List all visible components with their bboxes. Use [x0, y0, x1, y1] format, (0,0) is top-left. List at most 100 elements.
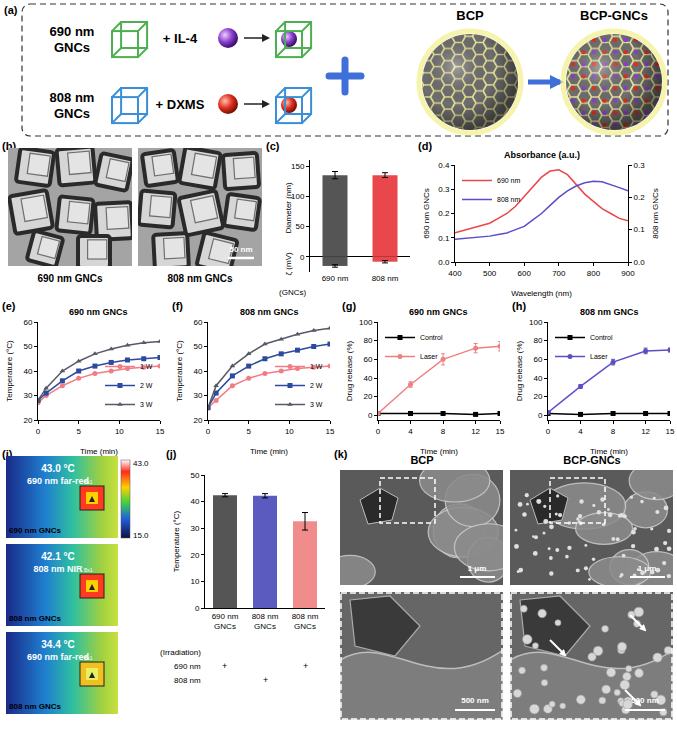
svg-text:Absorbance (a.u.): Absorbance (a.u.): [504, 150, 580, 160]
svg-text:808 nm GNCs: 808 nm GNCs: [240, 307, 299, 317]
svg-text:Laser: Laser: [590, 353, 608, 360]
svg-text:1 μm: 1 μm: [638, 564, 657, 573]
svg-text:900: 900: [621, 269, 635, 278]
svg-text:690 nm: 690 nm: [174, 662, 201, 671]
svg-text:8: 8: [611, 427, 616, 436]
svg-text:690 nm GNCs: 690 nm GNCs: [69, 307, 128, 317]
svg-text:50: 50: [295, 222, 304, 231]
svg-text:(g): (g): [342, 300, 356, 312]
svg-text:60: 60: [533, 355, 542, 364]
svg-text:808 nm: 808 nm: [372, 274, 399, 283]
svg-text:808 nm: 808 nm: [497, 196, 521, 203]
svg-text:0.2: 0.2: [438, 209, 450, 218]
svg-text:1 W: 1 W: [310, 363, 323, 370]
svg-text:40: 40: [23, 367, 32, 376]
svg-text:1 μm: 1 μm: [468, 564, 487, 573]
svg-text:50 nm: 50 nm: [229, 245, 252, 254]
svg-text:800: 800: [587, 269, 601, 278]
svg-text:Bx1: Bx1: [84, 655, 93, 661]
svg-text:2 W: 2 W: [310, 382, 323, 389]
svg-text:500 nm: 500 nm: [631, 696, 659, 705]
svg-text:60: 60: [363, 355, 372, 364]
svg-text:+: +: [303, 661, 308, 671]
svg-text:690 nm GNCs: 690 nm GNCs: [9, 526, 62, 535]
svg-text:5: 5: [76, 427, 81, 436]
svg-text:20: 20: [23, 416, 32, 425]
svg-text:10: 10: [115, 427, 124, 436]
svg-text:12: 12: [471, 427, 480, 436]
svg-text:Time (min): Time (min): [420, 447, 458, 456]
svg-text:0.3: 0.3: [438, 185, 450, 194]
svg-text:80: 80: [363, 336, 372, 345]
svg-text:0.0: 0.0: [438, 258, 450, 267]
svg-text:0: 0: [376, 427, 381, 436]
svg-text:(i): (i): [2, 448, 13, 460]
svg-text:15: 15: [326, 427, 335, 436]
svg-text:(Irradiation): (Irradiation): [160, 648, 201, 657]
svg-text:43.0 °C: 43.0 °C: [41, 463, 74, 474]
svg-text:+ DXMS: + DXMS: [156, 97, 205, 112]
svg-text:0: 0: [538, 411, 543, 420]
svg-text:4: 4: [408, 427, 413, 436]
svg-text:BCP-GNCs: BCP-GNCs: [580, 8, 648, 23]
svg-text:808 nmGNCs: 808 nmGNCs: [292, 612, 319, 631]
svg-text:Temperature (°C): Temperature (°C): [172, 510, 181, 572]
svg-text:30: 30: [193, 391, 202, 400]
svg-text:(j): (j): [166, 448, 177, 460]
svg-text:80: 80: [533, 336, 542, 345]
svg-text:43.0: 43.0: [133, 459, 149, 468]
svg-text:0: 0: [36, 427, 41, 436]
svg-text:Time (min): Time (min): [590, 447, 628, 456]
svg-text:(h): (h): [512, 300, 526, 312]
svg-text:10: 10: [285, 427, 294, 436]
svg-text:40: 40: [190, 497, 199, 506]
svg-text:808 nm GNCs: 808 nm GNCs: [167, 273, 232, 284]
svg-text:808 nm NIR: 808 nm NIR: [33, 564, 83, 574]
svg-text:808 nm GNCs: 808 nm GNCs: [651, 188, 660, 239]
svg-text:(c): (c): [266, 140, 280, 152]
svg-text:30: 30: [23, 391, 32, 400]
svg-text:808 nm GNCs: 808 nm GNCs: [9, 614, 62, 623]
svg-text:(e): (e): [2, 300, 16, 312]
svg-text:(a): (a): [4, 4, 18, 16]
svg-text:700: 700: [552, 269, 566, 278]
svg-text:808 nmGNCs: 808 nmGNCs: [252, 612, 279, 631]
svg-text:Control: Control: [420, 334, 443, 341]
svg-text:5: 5: [246, 427, 251, 436]
svg-text:690 nm GNCs: 690 nm GNCs: [37, 273, 102, 284]
svg-text:690 nm GNCs: 690 nm GNCs: [409, 307, 468, 317]
svg-text:+: +: [263, 675, 268, 685]
svg-text:Control: Control: [590, 334, 613, 341]
svg-text:808 nm: 808 nm: [174, 676, 201, 685]
svg-text:2 W: 2 W: [140, 382, 153, 389]
svg-text:60: 60: [193, 318, 202, 327]
svg-text:20: 20: [363, 392, 372, 401]
svg-text:Temperature (°C): Temperature (°C): [5, 340, 14, 402]
svg-text:BCP-GNCs: BCP-GNCs: [563, 454, 620, 466]
svg-text:690 nm: 690 nm: [50, 24, 95, 39]
svg-text:Laser: Laser: [420, 353, 438, 360]
svg-text:3 W: 3 W: [310, 401, 323, 408]
svg-text:Temperature (°C): Temperature (°C): [175, 340, 184, 402]
svg-text:+ IL-4: + IL-4: [163, 31, 198, 46]
svg-text:690 nmGNCs: 690 nmGNCs: [212, 612, 239, 631]
svg-text:0: 0: [368, 411, 373, 420]
svg-text:500: 500: [483, 269, 497, 278]
svg-text:808 nm GNCs: 808 nm GNCs: [580, 307, 639, 317]
svg-text:40: 40: [363, 374, 372, 383]
svg-text:690 nm far-red: 690 nm far-red: [27, 476, 89, 486]
svg-text:50: 50: [193, 342, 202, 351]
svg-text:690 nm: 690 nm: [322, 274, 349, 283]
svg-text:Diameter (nm): Diameter (nm): [284, 182, 293, 233]
svg-text:34.4 °C: 34.4 °C: [41, 639, 74, 650]
svg-text:BCP: BCP: [456, 8, 484, 23]
svg-text:GNCs: GNCs: [54, 106, 90, 121]
svg-text:808 nm GNCs: 808 nm GNCs: [9, 702, 62, 711]
svg-text:0.0: 0.0: [634, 258, 646, 267]
svg-text:60: 60: [23, 318, 32, 327]
svg-text:100: 100: [359, 318, 373, 327]
svg-text:Drug release (%): Drug release (%): [515, 340, 524, 401]
svg-text:0: 0: [206, 427, 211, 436]
svg-text:0.2: 0.2: [634, 193, 646, 202]
svg-text:42.1 °C: 42.1 °C: [41, 551, 74, 562]
